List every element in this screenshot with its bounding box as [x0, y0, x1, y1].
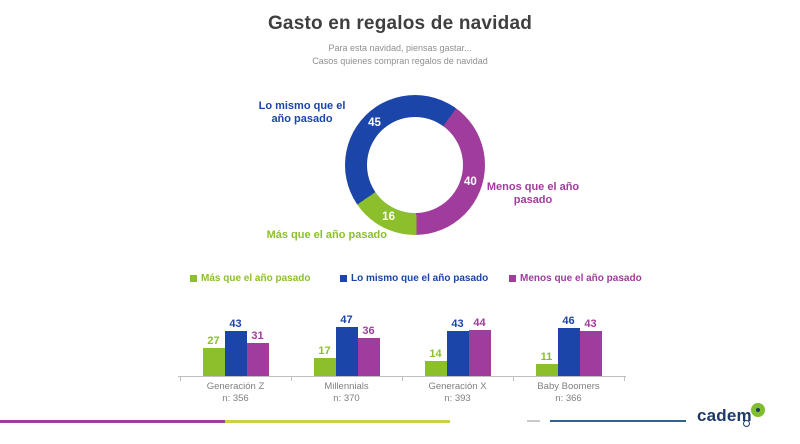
donut-label-more: Más que el año pasado [266, 229, 387, 241]
donut-slice-value: 45 [368, 117, 381, 130]
category-name: Millennials [324, 381, 369, 392]
axis-tick [624, 376, 625, 381]
bar-group: 17 47 36 [291, 302, 402, 376]
axis-tick [180, 376, 181, 381]
footer-line-purple [0, 420, 225, 423]
axis-tick [402, 376, 403, 381]
bar-column: 31 [246, 330, 269, 376]
category-name: Baby Boomers [537, 381, 600, 392]
page-title: Gasto en regalos de navidad [267, 13, 533, 34]
bar-column: 43 [579, 317, 602, 376]
bar-column: 11 [535, 351, 558, 376]
bar-value-label: 11 [540, 351, 553, 364]
bar-value-label: 43 [451, 317, 464, 330]
bar-column: 14 [424, 348, 447, 376]
bar-column: 17 [313, 345, 336, 376]
logo-text: cadem [697, 406, 752, 425]
bar-column: 44 [468, 316, 491, 376]
bar [468, 329, 491, 376]
logo-circle-dot-icon [756, 408, 760, 412]
donut-hole [367, 117, 463, 213]
bar-value-label: 44 [473, 316, 486, 329]
bar-chart: 27 43 31 17 47 36 14 43 44 11 46 43 [180, 302, 624, 376]
donut-slice-value: 16 [382, 210, 395, 223]
bar [335, 326, 358, 376]
category-label: Baby Boomers n: 366 [513, 381, 624, 405]
axis-tick [513, 376, 514, 381]
bar-value-label: 43 [229, 317, 242, 330]
legend-marker-icon [340, 275, 347, 282]
bar [224, 330, 247, 376]
legend-label: Menos que el año pasado [520, 273, 642, 284]
bar-group: 27 43 31 [180, 302, 291, 376]
category-name: Generación Z [206, 381, 265, 392]
donut-slice-value: 40 [463, 176, 477, 189]
logo-ring-icon [743, 420, 750, 427]
bar-column: 43 [446, 317, 469, 376]
bar-column: 47 [335, 313, 358, 376]
bar [424, 361, 447, 376]
bar-group: 11 46 43 [513, 302, 624, 376]
bar-value-label: 46 [562, 314, 575, 327]
bar-value-label: 17 [318, 345, 331, 358]
bar [246, 343, 269, 376]
bar-value-label: 27 [207, 334, 220, 347]
bar [557, 327, 580, 376]
bar-column: 43 [224, 317, 247, 376]
legend-item-more: Más que el año pasado [190, 273, 310, 284]
legend-item-less: Menos que el año pasado [509, 273, 642, 284]
logo-circle-icon [751, 403, 765, 417]
category-n: n: 370 [333, 393, 360, 404]
legend-marker-icon [190, 275, 197, 282]
bar [202, 347, 225, 376]
footer-dash [527, 420, 540, 422]
category-name: Generación X [428, 381, 487, 392]
footer-line-yellow [225, 420, 450, 423]
donut-chart [345, 95, 485, 235]
bar [357, 338, 380, 376]
bar-group: 14 43 44 [402, 302, 513, 376]
footer-line-blue [550, 420, 686, 422]
bar-value-label: 36 [362, 325, 375, 338]
bar-column: 27 [202, 334, 225, 376]
bar-column: 36 [357, 325, 380, 376]
donut-label-same: Lo mismo que el año pasado [258, 100, 346, 125]
bar-value-label: 43 [584, 317, 597, 330]
cadem-logo: cadem [697, 403, 777, 434]
legend-label: Más que el año pasado [201, 273, 311, 284]
bar-column: 46 [557, 314, 580, 376]
category-n: n: 393 [444, 393, 471, 404]
bar-value-label: 31 [251, 330, 264, 343]
axis-tick [291, 376, 292, 381]
subtitle-line-2: Casos quienes compran regalos de navidad [312, 56, 488, 66]
legend-item-same: Lo mismo que el año pasado [340, 273, 488, 284]
bar [313, 358, 336, 376]
category-n: n: 366 [555, 393, 582, 404]
bar [446, 330, 469, 376]
legend-marker-icon [509, 275, 516, 282]
bar [579, 330, 602, 376]
category-label: Millennials n: 370 [291, 381, 402, 405]
donut-label-less: Menos que el año pasado [486, 181, 580, 206]
bar [535, 364, 558, 376]
subtitle-line-1: Para esta navidad, piensas gastar... [328, 43, 472, 53]
bar-value-label: 14 [429, 348, 442, 361]
legend-label: Lo mismo que el año pasado [351, 273, 489, 284]
category-n: n: 356 [222, 393, 249, 404]
bar-value-label: 47 [340, 313, 353, 326]
